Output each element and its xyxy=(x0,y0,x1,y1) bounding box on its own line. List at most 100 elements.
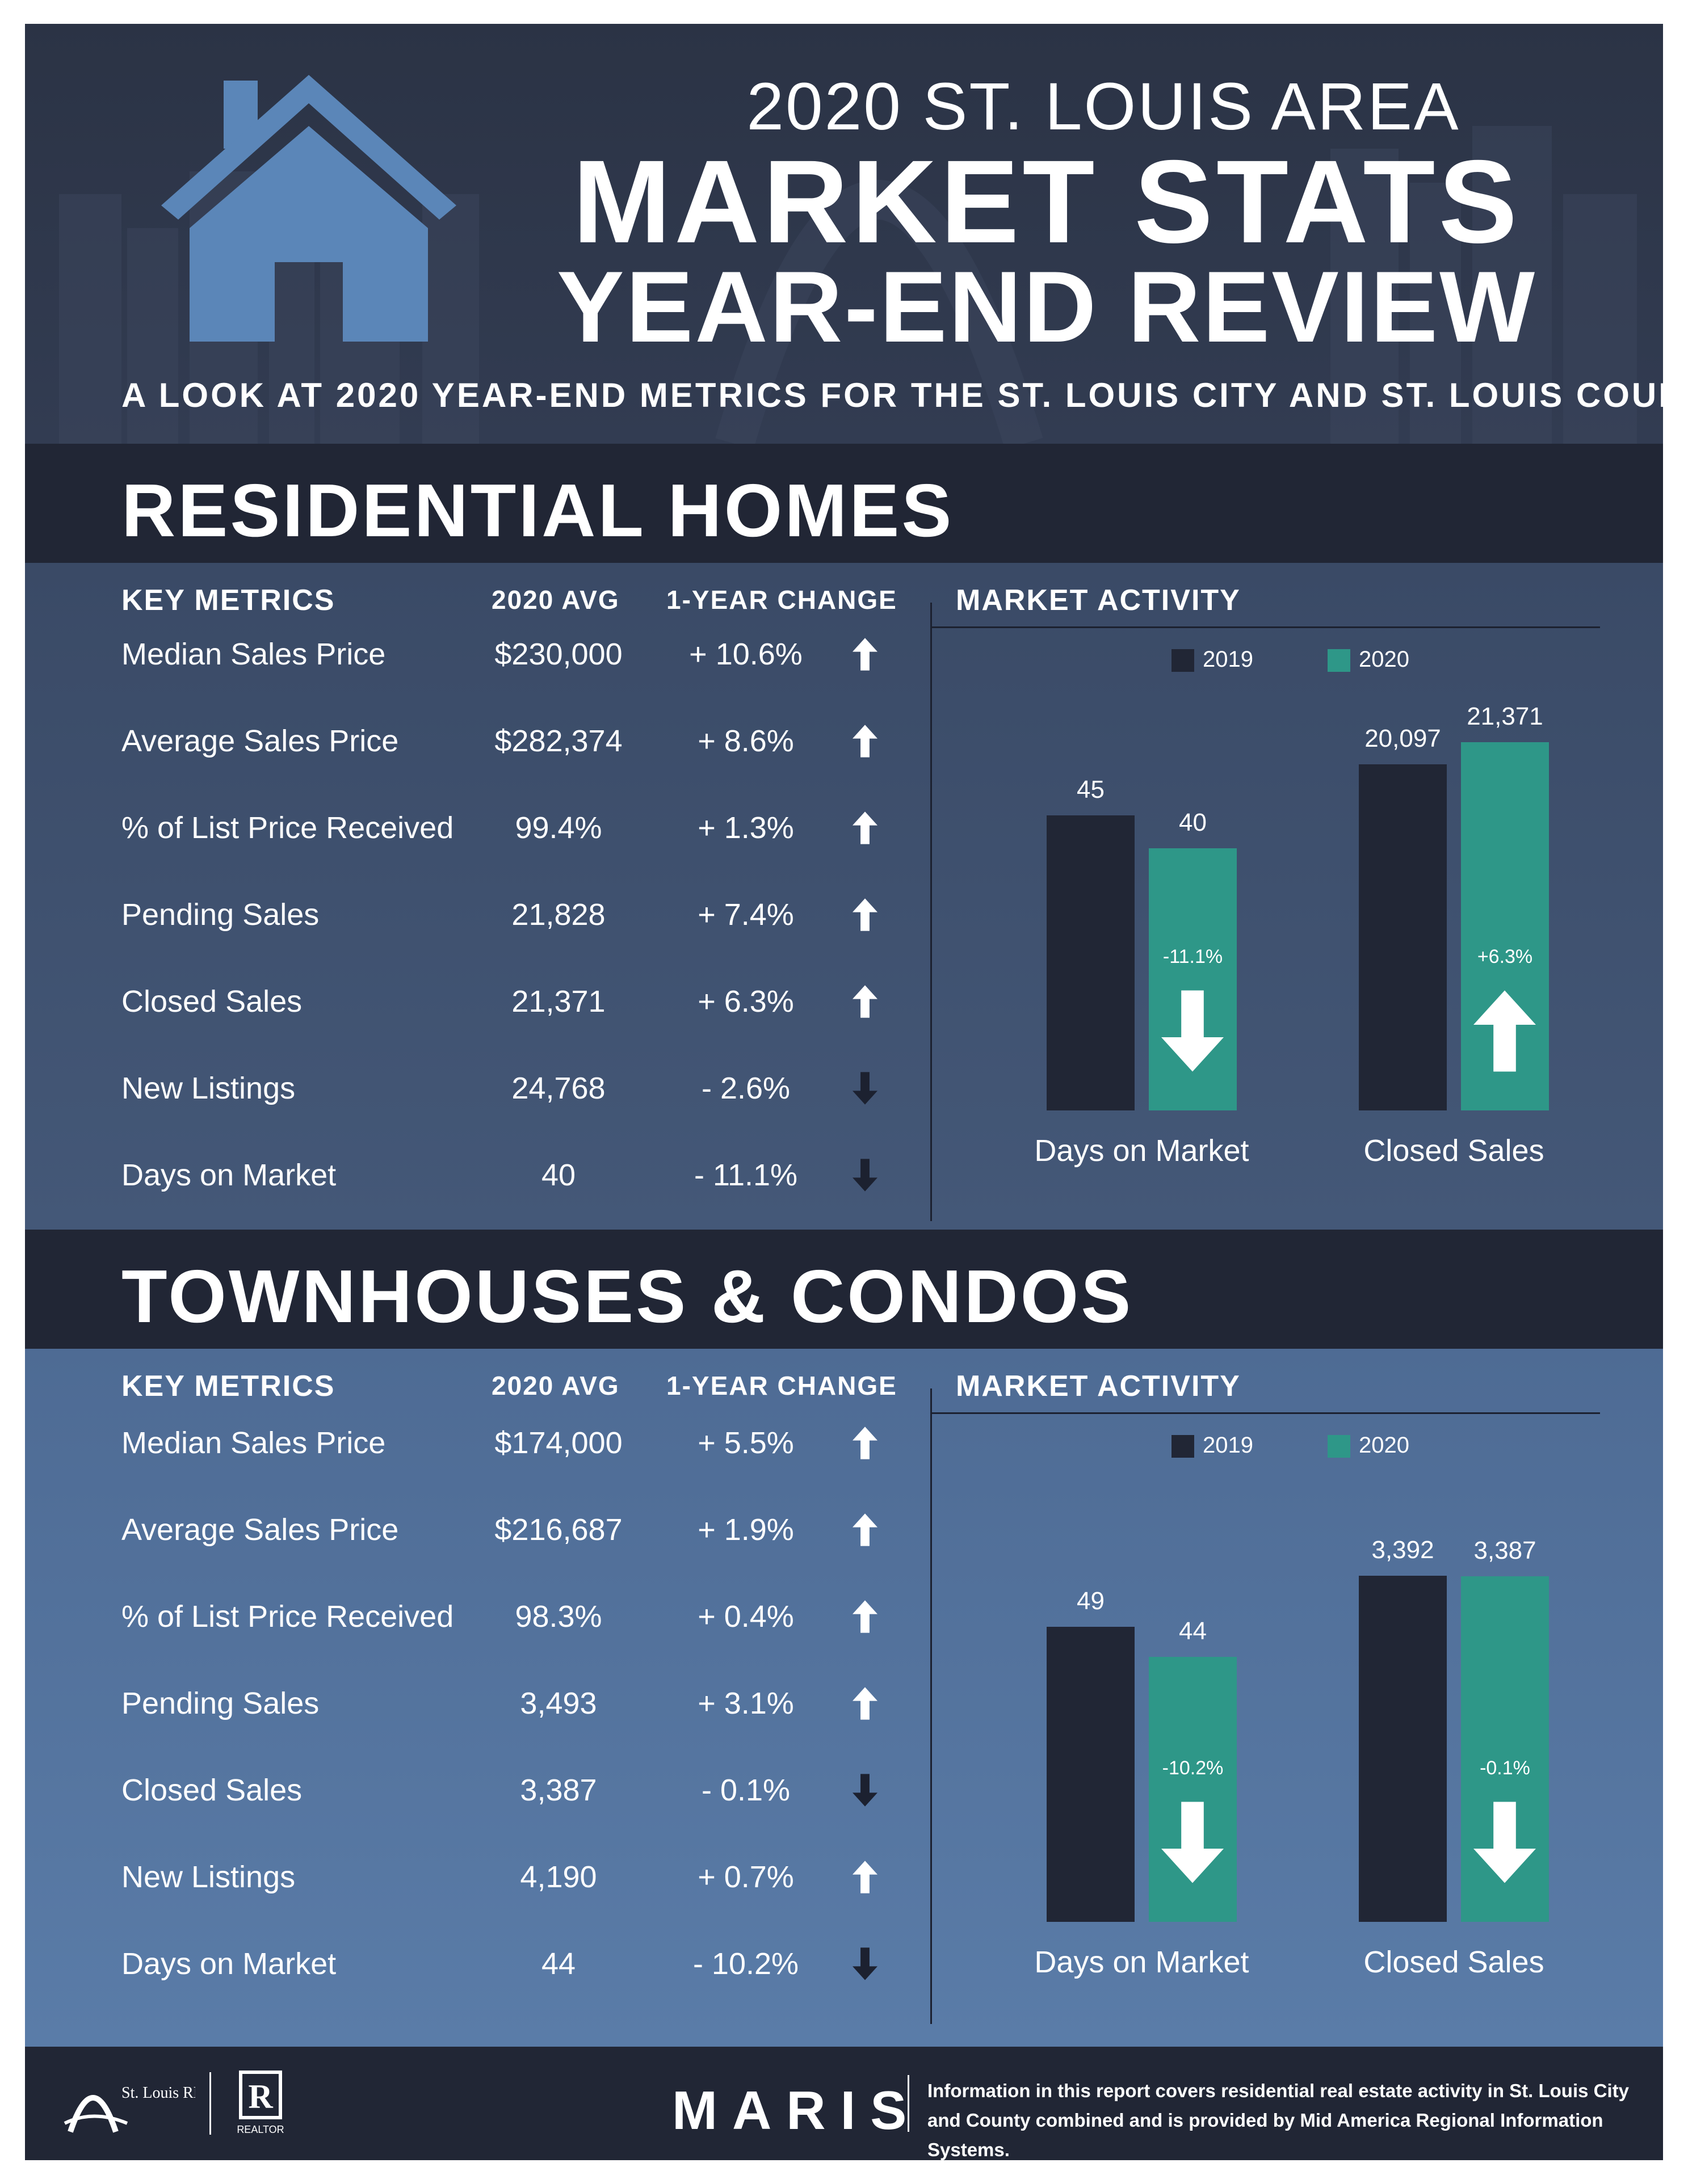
header-rule xyxy=(930,626,1600,628)
metric-label: New Listings xyxy=(121,1071,296,1105)
section-title: TOWNHOUSES & CONDOS xyxy=(121,1255,1133,1338)
metric-label: Pending Sales xyxy=(121,1686,320,1720)
column-divider xyxy=(930,1388,932,2024)
metric-change: + 6.3% xyxy=(698,984,794,1019)
col-head-avg: 2020 AVG xyxy=(492,1371,620,1400)
section-header-residential: RESIDENTIAL HOMES xyxy=(25,444,1663,563)
metric-label: % of List Price Received xyxy=(121,811,454,845)
metric-avg: $230,000 xyxy=(494,637,623,671)
metric-change: + 7.4% xyxy=(698,898,794,932)
metric-change: - 10.2% xyxy=(692,1947,799,1981)
section-header-condos: TOWNHOUSES & CONDOS xyxy=(25,1230,1663,1349)
arrow-up-icon xyxy=(853,1861,877,1893)
col-head-change: 1-YEAR CHANGE xyxy=(666,1371,897,1400)
metric-label: Median Sales Price xyxy=(121,1426,386,1460)
chart-value-label: 3,392 xyxy=(1371,1536,1434,1564)
metric-avg: 4,190 xyxy=(520,1860,597,1894)
chart-change-label: -0.1% xyxy=(1480,1757,1530,1779)
arrow-up-icon xyxy=(853,1513,877,1546)
chart-change-label: -10.2% xyxy=(1162,1757,1224,1779)
legend-label-2019: 2019 xyxy=(1203,1433,1253,1458)
arrow-down-icon xyxy=(853,1947,877,1980)
header-year-area: 2020 ST. LOUIS AREA xyxy=(746,69,1460,144)
col-head-market-activity: MARKET ACTIVITY xyxy=(956,584,1241,617)
metric-avg: 21,828 xyxy=(511,898,606,932)
footer-divider xyxy=(209,2072,211,2135)
metric-change: - 0.1% xyxy=(701,1773,791,1807)
chart-value-label: 40 xyxy=(1179,808,1207,836)
metric-label: Days on Market xyxy=(121,1947,337,1981)
metric-avg: 3,387 xyxy=(520,1773,597,1807)
metric-avg: $216,687 xyxy=(494,1513,623,1547)
metric-avg: 3,493 xyxy=(520,1686,597,1720)
header-sub-title: YEAR-END REVIEW xyxy=(556,250,1537,363)
metric-change: + 10.6% xyxy=(689,637,803,671)
metric-change: - 2.6% xyxy=(701,1071,791,1105)
metric-label: Closed Sales xyxy=(121,984,303,1019)
legend-label-2020: 2020 xyxy=(1359,1433,1409,1458)
metric-change: + 3.1% xyxy=(698,1686,794,1720)
metric-change: + 1.9% xyxy=(698,1513,794,1547)
legend-swatch-2020 xyxy=(1328,1435,1350,1458)
col-head-market-activity: MARKET ACTIVITY xyxy=(956,1370,1241,1403)
col-head-change: 1-YEAR CHANGE xyxy=(666,585,897,615)
chart-category-label: Closed Sales xyxy=(1363,1945,1544,1979)
metric-change: + 5.5% xyxy=(698,1426,794,1460)
chart-category-label: Closed Sales xyxy=(1363,1134,1544,1168)
arrow-up-icon xyxy=(1473,990,1536,1072)
st-louis-realtors-logo: St. Louis REALTORS xyxy=(64,2084,195,2133)
chart-value-label: 49 xyxy=(1077,1587,1105,1615)
metric-avg: 24,768 xyxy=(511,1071,606,1105)
arrow-down-icon xyxy=(853,1774,877,1807)
arrow-up-icon xyxy=(853,898,877,931)
legend-label-2020: 2020 xyxy=(1359,647,1409,672)
legend-swatch-2019 xyxy=(1171,1435,1194,1458)
metric-label: Pending Sales xyxy=(121,898,320,932)
legend-swatch-2020 xyxy=(1328,649,1350,672)
col-head-avg: 2020 AVG xyxy=(492,585,620,615)
chart-value-label: 45 xyxy=(1077,776,1105,803)
chart-bar-2019 xyxy=(1047,815,1135,1110)
legend-label-2019: 2019 xyxy=(1203,647,1253,672)
residential-panel: KEY METRICS 2020 AVG 1-YEAR CHANGE MARKET A… xyxy=(25,563,1663,1230)
arrow-up-icon xyxy=(853,811,877,844)
arrow-down-icon xyxy=(1473,1802,1536,1883)
metric-avg: 40 xyxy=(541,1158,576,1192)
arrow-up-icon xyxy=(853,1426,877,1459)
header-description: A LOOK AT 2020 YEAR-END METRICS FOR THE … xyxy=(121,376,1663,414)
metric-avg: 99.4% xyxy=(515,811,602,845)
legend-swatch-2019 xyxy=(1171,649,1194,672)
metric-label: Days on Market xyxy=(121,1158,337,1192)
chart-value-label: 20,097 xyxy=(1364,725,1441,752)
arrow-up-icon xyxy=(853,638,877,671)
header-rule xyxy=(930,1412,1600,1414)
metric-avg: $174,000 xyxy=(494,1426,623,1460)
chart-bar-2019 xyxy=(1359,1576,1447,1922)
metric-avg: 21,371 xyxy=(511,984,606,1019)
arrow-up-icon xyxy=(853,725,877,758)
house-icon xyxy=(161,75,456,342)
metric-label: New Listings xyxy=(121,1860,296,1894)
footer-divider xyxy=(908,2075,909,2132)
column-divider xyxy=(930,603,932,1221)
metric-change: - 11.1% xyxy=(694,1158,798,1192)
header-banner: 2020 ST. LOUIS AREA MARKET STATS YEAR-EN… xyxy=(25,24,1663,444)
metric-avg: 98.3% xyxy=(515,1600,602,1634)
chart-value-label: 3,387 xyxy=(1473,1536,1536,1564)
chart-value-label: 21,371 xyxy=(1467,702,1543,731)
metric-label: Median Sales Price xyxy=(121,637,386,671)
header-main-title: MARKET STATS xyxy=(572,136,1521,268)
chart-category-label: Days on Market xyxy=(1034,1945,1249,1979)
col-head-key-metrics: KEY METRICS xyxy=(121,1370,335,1403)
arrow-up-icon xyxy=(853,985,877,1018)
chart-bar-2019 xyxy=(1359,764,1447,1110)
metric-label: Average Sales Price xyxy=(121,1513,399,1547)
arrow-up-icon xyxy=(853,1687,877,1720)
metric-label: % of List Price Received xyxy=(121,1600,454,1634)
footer-note: Information in this report covers reside… xyxy=(927,2080,1629,2160)
chart-bar-2019 xyxy=(1047,1627,1135,1922)
metric-change: + 8.6% xyxy=(698,724,794,758)
metric-label: Average Sales Price xyxy=(121,724,399,758)
chart-category-label: Days on Market xyxy=(1034,1134,1249,1168)
metric-change: + 0.7% xyxy=(698,1860,794,1894)
